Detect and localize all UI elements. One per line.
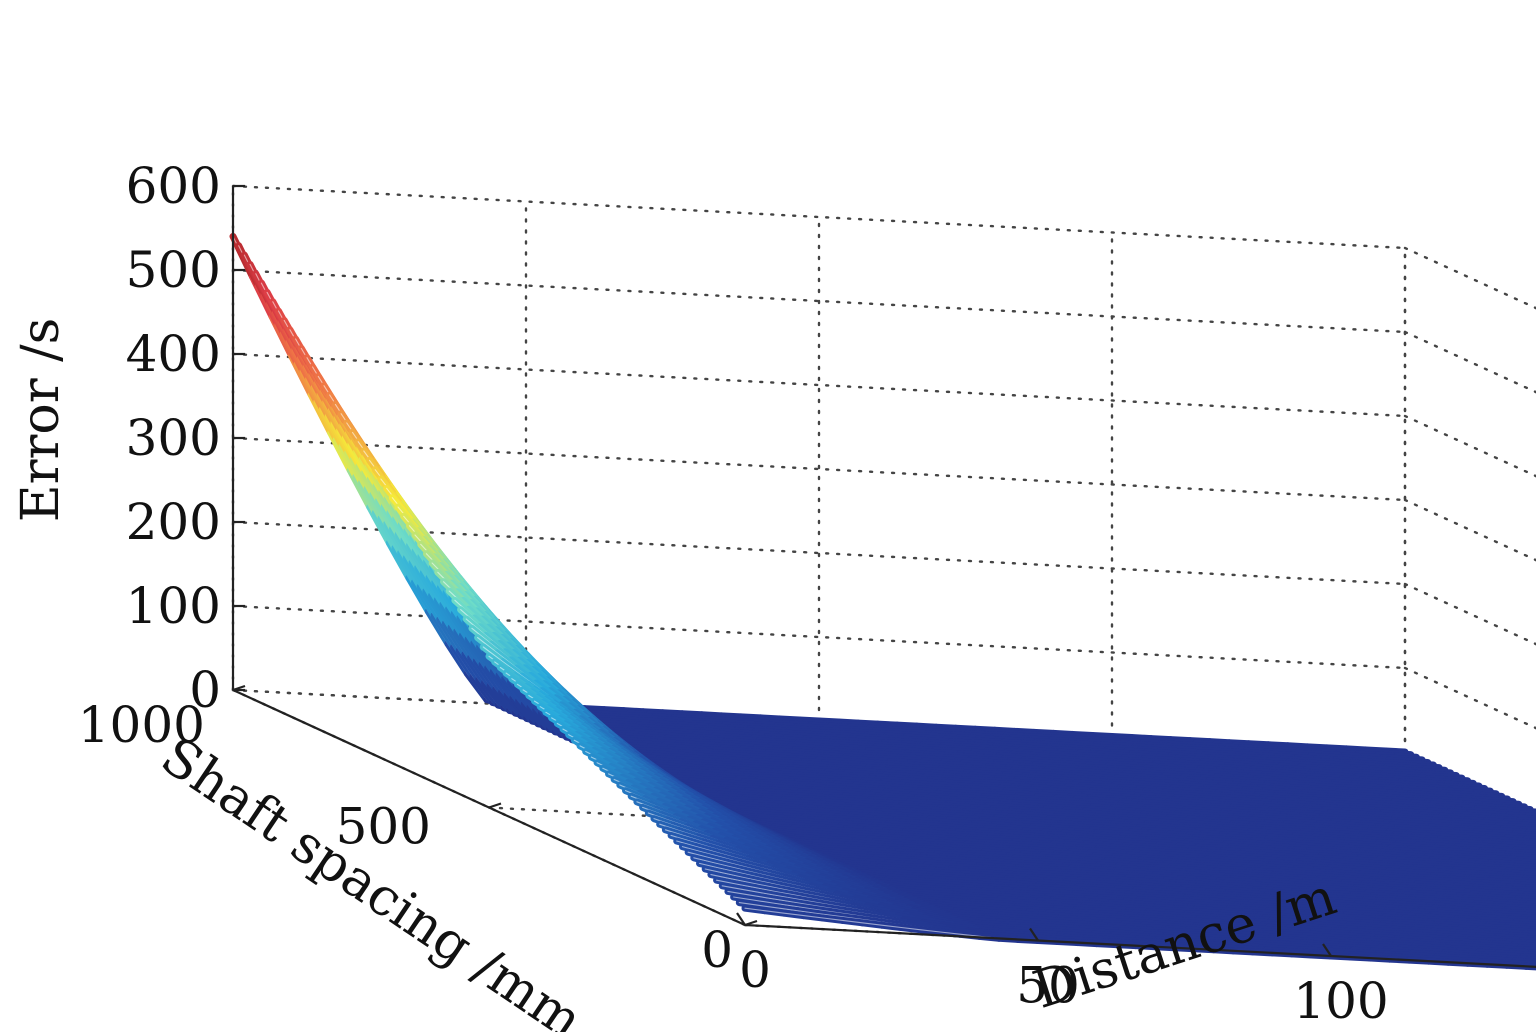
grid-line-back-z xyxy=(231,520,1407,586)
grid-line-back-z xyxy=(231,184,1407,250)
surface-layer xyxy=(229,232,1536,971)
surface-mesh-line xyxy=(255,273,1429,763)
grid-line-right-z xyxy=(1403,414,1536,478)
surface-mesh-line xyxy=(272,301,1446,771)
surface-mesh-line xyxy=(295,338,1469,782)
grid-line-back-z xyxy=(231,268,1407,334)
surface-mesh-line xyxy=(266,291,1440,769)
surface-mesh-line xyxy=(243,254,1417,758)
grid-line-back-z xyxy=(231,436,1407,502)
surface-mesh-line xyxy=(260,282,1434,766)
grid-line-right-z xyxy=(1403,330,1536,394)
surface-mesh-line xyxy=(289,329,1463,779)
surface-mesh-line xyxy=(300,347,1474,784)
surface-mesh-line xyxy=(249,263,1423,761)
surface-mesh-line xyxy=(277,310,1452,774)
grid-line-back-z xyxy=(231,604,1407,670)
grid-line-back-z xyxy=(231,352,1407,418)
grid-line-right-z xyxy=(1403,246,1536,310)
grid-line-right-z xyxy=(1403,498,1536,562)
